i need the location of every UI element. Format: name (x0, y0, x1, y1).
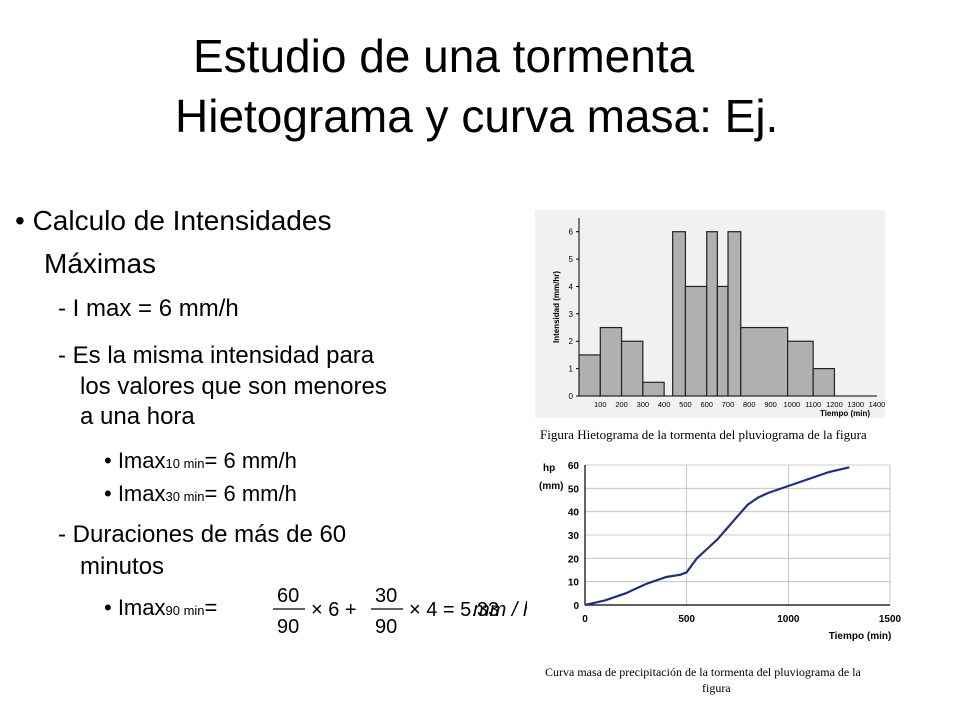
fraction-2-numerator: 30 (375, 585, 397, 607)
hietograma-chart: 0 1 2 3 4 5 6 100 200 300 400 500 600 700 800 900 1000 11… (535, 210, 885, 418)
x-tick-label: 1000 (777, 614, 800, 625)
x-tick-label: 1400 (869, 400, 885, 409)
bar (740, 326, 789, 397)
y-tick-label: 0 (569, 392, 574, 401)
sub-bullet-prefix: • Imax (104, 448, 166, 473)
sub-bullet-imax-10: • Imax10 min= 6 mm/h (104, 448, 297, 474)
y-tick-label: 40 (568, 508, 580, 519)
x-tick-label: 400 (658, 400, 671, 409)
bar (578, 354, 601, 397)
x-tick-label: 900 (764, 400, 777, 409)
x-tick-label: 1100 (805, 400, 821, 409)
sub-bullet-prefix: • Imax (104, 481, 166, 506)
x-tick-label: 0 (582, 614, 588, 625)
bar (787, 340, 814, 397)
bar (599, 326, 623, 397)
y-tick-label: 30 (568, 531, 580, 542)
bar (684, 285, 708, 397)
x-tick-label: 1500 (879, 614, 902, 625)
bar (812, 368, 836, 397)
mass-curve-line (584, 466, 850, 607)
bullet-item-3-line-2: minutos (80, 553, 165, 580)
x-tick-label: 1300 (847, 400, 864, 409)
x-tick-label: 600 (700, 400, 713, 409)
y-tick-label: 6 (569, 228, 574, 237)
formula-term-1: × 6 + (311, 599, 357, 621)
y-tick-label: 0 (573, 601, 579, 612)
y-tick-label: 2 (569, 337, 574, 346)
formula-unit: mm / hr (473, 599, 527, 621)
y-tick-label: 4 (569, 282, 574, 291)
bullet-item-2-line-2: los valores que son menores (80, 373, 387, 400)
x-tick-label: 200 (615, 400, 628, 409)
bullet-main-line-2: Máximas (44, 248, 157, 279)
sub-bullet-subscript: 10 min (165, 456, 205, 471)
x-axis-label: Tiempo (min) (820, 409, 870, 418)
x-tick-label: 500 (678, 614, 695, 625)
curva-masa-chart: 0 10 20 30 40 50 60 0 500 1000 1500 hp (mm) Tiempo (m… (539, 461, 902, 642)
y-tick-label: 1 (569, 365, 574, 374)
y-axis-label-line-1: hp (543, 463, 555, 474)
sub-bullet-suffix: = 6 mm/h (204, 481, 297, 506)
sub-bullet-prefix: • Imax (104, 595, 166, 620)
y-axis-label-line-2: (mm) (539, 481, 563, 492)
bar (716, 285, 729, 397)
fraction-2-denominator: 90 (375, 616, 397, 638)
hietograma-caption: Figura Hietograma de la tormenta del plu… (540, 427, 867, 442)
bar (620, 340, 644, 397)
formula-term-2: × 4 = 5.33 (409, 599, 499, 621)
y-tick-label: 10 (568, 578, 580, 589)
y-tick-label: 60 (568, 461, 580, 472)
x-tick-label: 700 (722, 400, 735, 409)
imax-90-formula: 60 90 × 6 + 30 90 × 4 = 5.33 mm / hr (273, 585, 527, 638)
sub-bullet-subscript: 90 min (165, 603, 205, 618)
sub-bullet-suffix: = 6 mm/h (204, 448, 297, 473)
bullet-item-2-line-3: a una hora (80, 403, 195, 430)
bullet-item-2-line-1: - Es la misma intensidad para (58, 342, 375, 369)
title-line-1: Estudio de una tormenta (193, 30, 695, 82)
sub-bullet-imax-90: • Imax90 min= (104, 595, 217, 621)
y-tick-label: 20 (568, 554, 580, 565)
y-tick-label: 3 (569, 310, 574, 319)
curva-masa-caption-line-2: figura (702, 681, 731, 695)
x-tick-label: 1200 (826, 400, 843, 409)
y-tick-label: 50 (568, 484, 580, 495)
bullet-item-3-line-1: - Duraciones de más de 60 (58, 521, 347, 548)
bullet-main-line-1: • Calculo de Intensidades (15, 205, 332, 236)
y-axis-label: Intensidad (mm/hr) (552, 271, 561, 343)
y-tick-label: 5 (569, 255, 574, 264)
fraction-1-numerator: 60 (277, 585, 299, 607)
bar (727, 231, 742, 397)
x-tick-label: 1000 (784, 400, 801, 409)
x-tick-label: 300 (637, 400, 650, 409)
x-axis-label: Tiempo (min) (829, 631, 892, 642)
title-line-2: Hietograma y curva masa: Ej. (175, 90, 779, 142)
bullet-item-imax: - I max = 6 mm/h (58, 295, 239, 322)
fraction-1-denominator: 90 (277, 616, 299, 638)
x-tick-label: 800 (743, 400, 756, 409)
x-tick-label: 500 (679, 400, 692, 409)
bar (672, 231, 687, 397)
x-tick-label: 100 (594, 400, 607, 409)
bar (642, 381, 665, 397)
curva-masa-caption-line-1: Curva masa de precipitación de la tormen… (545, 665, 861, 679)
sub-bullet-imax-30: • Imax30 min= 6 mm/h (104, 481, 297, 507)
sub-bullet-subscript: 30 min (165, 489, 205, 504)
bar (706, 231, 718, 397)
sub-bullet-suffix: = (204, 595, 218, 620)
